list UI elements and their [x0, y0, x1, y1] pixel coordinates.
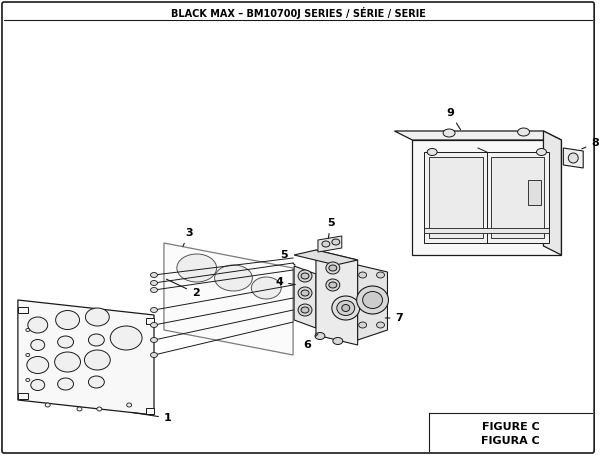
Ellipse shape: [342, 304, 350, 312]
Text: BLACK MAX – BM10700J SERIES / SÉRIE / SERIE: BLACK MAX – BM10700J SERIES / SÉRIE / SE…: [170, 7, 425, 19]
Ellipse shape: [333, 338, 343, 344]
Ellipse shape: [356, 286, 388, 314]
Ellipse shape: [337, 300, 355, 315]
Polygon shape: [294, 266, 316, 328]
Polygon shape: [491, 157, 544, 238]
Ellipse shape: [27, 357, 49, 374]
Ellipse shape: [127, 403, 131, 407]
Text: 5: 5: [281, 250, 295, 265]
Ellipse shape: [298, 270, 312, 282]
Ellipse shape: [31, 379, 45, 390]
Ellipse shape: [56, 310, 79, 329]
Ellipse shape: [443, 129, 455, 137]
Ellipse shape: [55, 352, 80, 372]
Polygon shape: [429, 157, 483, 238]
Polygon shape: [394, 131, 562, 140]
Ellipse shape: [301, 307, 309, 313]
Ellipse shape: [151, 323, 157, 328]
Ellipse shape: [28, 317, 47, 333]
Text: 3: 3: [183, 228, 193, 247]
Polygon shape: [318, 236, 342, 252]
Ellipse shape: [85, 308, 109, 326]
Text: 4: 4: [275, 277, 295, 287]
Polygon shape: [424, 152, 550, 243]
Polygon shape: [18, 307, 28, 313]
Text: 2: 2: [166, 279, 200, 298]
Text: 5: 5: [327, 218, 335, 238]
Ellipse shape: [88, 376, 104, 388]
Ellipse shape: [359, 322, 367, 328]
Polygon shape: [316, 250, 358, 345]
Ellipse shape: [322, 241, 330, 247]
Ellipse shape: [151, 280, 157, 285]
Polygon shape: [358, 265, 388, 340]
Polygon shape: [294, 250, 358, 265]
Ellipse shape: [568, 153, 578, 163]
Ellipse shape: [377, 272, 385, 278]
Text: FIGURA C: FIGURA C: [481, 436, 540, 446]
Polygon shape: [544, 131, 562, 255]
Text: 9: 9: [446, 108, 461, 130]
Ellipse shape: [151, 353, 157, 358]
Ellipse shape: [362, 292, 383, 308]
Text: FIGURE C: FIGURE C: [482, 422, 539, 432]
Text: 8: 8: [582, 138, 599, 149]
Ellipse shape: [298, 287, 312, 299]
Ellipse shape: [215, 265, 253, 291]
Ellipse shape: [315, 333, 325, 339]
Ellipse shape: [377, 322, 385, 328]
Ellipse shape: [151, 273, 157, 278]
Ellipse shape: [97, 407, 102, 411]
Ellipse shape: [536, 148, 547, 156]
Polygon shape: [146, 318, 154, 324]
Ellipse shape: [26, 379, 30, 381]
Ellipse shape: [251, 277, 281, 299]
Ellipse shape: [326, 262, 340, 274]
Text: 7: 7: [385, 313, 403, 323]
Ellipse shape: [326, 279, 340, 291]
Ellipse shape: [85, 350, 110, 370]
Ellipse shape: [45, 403, 50, 407]
Polygon shape: [563, 148, 583, 168]
Ellipse shape: [332, 239, 340, 245]
Ellipse shape: [359, 272, 367, 278]
Ellipse shape: [329, 282, 337, 288]
Polygon shape: [164, 243, 293, 355]
Polygon shape: [18, 300, 154, 415]
Ellipse shape: [31, 339, 45, 350]
Ellipse shape: [332, 296, 359, 320]
Ellipse shape: [151, 288, 157, 293]
Polygon shape: [527, 180, 541, 205]
Ellipse shape: [298, 304, 312, 316]
Ellipse shape: [427, 148, 437, 156]
Polygon shape: [424, 228, 550, 233]
Ellipse shape: [301, 273, 309, 279]
Ellipse shape: [301, 290, 309, 296]
Ellipse shape: [151, 308, 157, 313]
Ellipse shape: [518, 128, 530, 136]
Polygon shape: [18, 393, 28, 399]
Ellipse shape: [329, 265, 337, 271]
Ellipse shape: [77, 407, 82, 411]
Text: 6: 6: [303, 334, 318, 350]
Ellipse shape: [110, 326, 142, 350]
Ellipse shape: [26, 354, 30, 357]
Ellipse shape: [58, 378, 74, 390]
Ellipse shape: [88, 334, 104, 346]
Ellipse shape: [151, 338, 157, 343]
Ellipse shape: [58, 336, 74, 348]
Ellipse shape: [177, 254, 217, 282]
Polygon shape: [146, 408, 154, 414]
Polygon shape: [412, 140, 562, 255]
Text: 1: 1: [132, 412, 172, 423]
Ellipse shape: [26, 329, 30, 332]
